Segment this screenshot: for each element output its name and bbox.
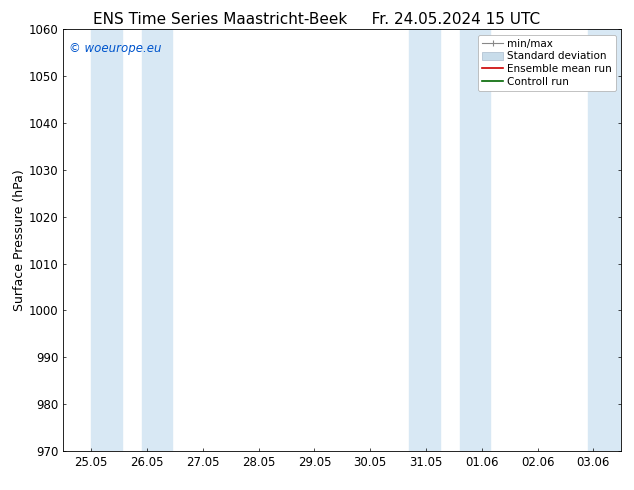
Bar [410,29,440,451]
Bar [141,29,172,451]
Y-axis label: Surface Pressure (hPa): Surface Pressure (hPa) [13,169,26,311]
Legend: min/max, Standard deviation, Ensemble mean run, Controll run: min/max, Standard deviation, Ensemble me… [478,35,616,91]
Bar [460,29,490,451]
Text: © woeurope.eu: © woeurope.eu [69,42,162,55]
Bar [91,29,122,451]
Bar [588,29,621,451]
Text: ENS Time Series Maastricht-Beek     Fr. 24.05.2024 15 UTC: ENS Time Series Maastricht-Beek Fr. 24.0… [93,12,541,27]
